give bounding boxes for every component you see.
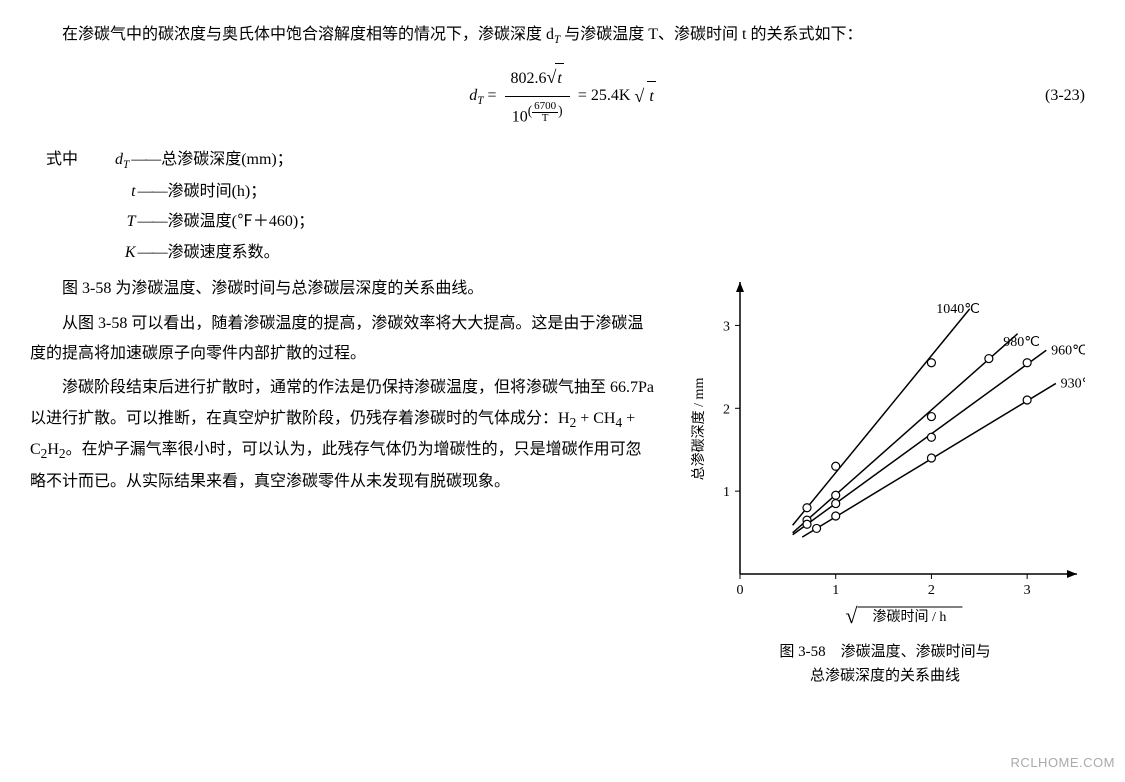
paragraph-2: 图 3-58 为渗碳温度、渗碳时间与总渗碳层深度的关系曲线。 (30, 274, 655, 304)
where-row-3: T —— 渗碳温度(℉＋460)； (100, 207, 1095, 237)
left-text-column: 图 3-58 为渗碳温度、渗碳时间与总渗碳层深度的关系曲线。 从图 3-58 可… (30, 274, 655, 688)
chart-3-58: 0 1 2 3 1 2 3 总渗碳深度 / mm √ 渗碳时间 / h 1040℃ 980℃ 960℃ 9… (685, 274, 1085, 634)
svg-text:0: 0 (737, 583, 744, 598)
svg-text:1: 1 (832, 583, 839, 598)
equation-number: (3-23) (1045, 81, 1085, 111)
p4a: 渗碳阶段结束后进行扩散时，通常的作法是仍保持渗碳温度，但将渗碳气抽至 66.7P… (30, 379, 654, 426)
watermark: RCLHOME.COM (1011, 751, 1115, 776)
where1-txt: 总渗碳深度(mm)； (161, 145, 293, 176)
eq-num-coef: 802.6 (511, 70, 547, 87)
p4b: + CH (576, 410, 615, 427)
svg-text:1: 1 (723, 485, 730, 500)
equation-body: dT = 802.6√t 10(6700T) = 25.4K√t (469, 60, 656, 132)
where2-dash: —— (138, 177, 166, 207)
svg-text:930℃: 930℃ (1061, 377, 1085, 392)
svg-text:√: √ (845, 603, 858, 628)
p1-cont: 与渗碳温度 T、渗碳时间 t 的关系式如下： (560, 26, 862, 43)
eq-den-base: 10 (512, 108, 528, 125)
eq-eq1: = (487, 81, 496, 111)
where2-sym: t (100, 177, 135, 207)
where4-dash: —— (138, 238, 166, 268)
where1-dash: —— (131, 145, 159, 176)
svg-text:2: 2 (723, 402, 730, 417)
where-label: 式中 (46, 145, 78, 176)
svg-text:980℃: 980℃ (1003, 335, 1040, 350)
where-row-2: t —— 渗碳时间(h)； (100, 177, 1095, 207)
eq-lhs-sub: T (477, 95, 483, 107)
p4-h2b: 2 (59, 446, 66, 461)
p1-text: 在渗碳气中的碳浓度与奥氏体中饱合溶解度相等的情况下，渗碳深度 d (62, 26, 554, 43)
paragraph-3: 从图 3-58 可以看出，随着渗碳温度的提高，渗碳效率将大大提高。这是由于渗碳温… (30, 309, 655, 370)
where3-txt: 渗碳温度(℉＋460)； (168, 207, 315, 237)
svg-text:渗碳时间 / h: 渗碳时间 / h (873, 609, 947, 625)
eq-num-var: t (555, 63, 563, 94)
where3-dash: —— (138, 207, 166, 237)
svg-text:总渗碳深度 / mm: 总渗碳深度 / mm (691, 378, 707, 481)
where-block: 式中 dT —— 总渗碳深度(mm)； t —— 渗碳时间(h)； T —— 渗… (30, 145, 1095, 268)
where1-sym: d (115, 151, 123, 168)
p4e: 。在炉子漏气率很小时，可以认为，此残存气体仍为增碳性的，只是增碳作用可忽略不计而… (30, 441, 642, 490)
where1-sub: T (123, 160, 129, 172)
svg-text:3: 3 (1024, 583, 1031, 598)
svg-text:3: 3 (723, 320, 730, 335)
figure-column: 0 1 2 3 1 2 3 总渗碳深度 / mm √ 渗碳时间 / h 1040℃ 980℃ 960℃ 9… (675, 274, 1095, 688)
where4-txt: 渗碳速度系数。 (168, 238, 280, 268)
where-row-1: 式中 dT —— 总渗碳深度(mm)； (46, 145, 1095, 176)
figure-caption-line2: 总渗碳深度的关系曲线 (675, 664, 1095, 688)
equation-3-23: dT = 802.6√t 10(6700T) = 25.4K√t (3-23) (30, 61, 1095, 131)
chart-svg: 0 1 2 3 1 2 3 总渗碳深度 / mm √ 渗碳时间 / h 1040℃ 980℃ 960℃ 9… (685, 274, 1085, 634)
paragraph-4: 渗碳阶段结束后进行扩散时，通常的作法是仍保持渗碳温度，但将渗碳气抽至 66.7P… (30, 373, 655, 497)
figure-caption-line1: 图 3-58 渗碳温度、渗碳时间与 (675, 640, 1095, 664)
eq-exp-den: T (540, 113, 551, 124)
eq-mid: = 25.4K (578, 81, 631, 111)
svg-text:1040℃: 1040℃ (936, 302, 980, 317)
svg-text:960℃: 960℃ (1051, 344, 1085, 359)
two-column-region: 图 3-58 为渗碳温度、渗碳时间与总渗碳层深度的关系曲线。 从图 3-58 可… (30, 274, 1095, 688)
svg-text:2: 2 (928, 583, 935, 598)
eq-rhs-var: t (647, 81, 655, 112)
where-row-4: K —— 渗碳速度系数。 (100, 238, 1095, 268)
figure-caption: 图 3-58 渗碳温度、渗碳时间与 总渗碳深度的关系曲线 (675, 640, 1095, 688)
where3-sym: T (100, 207, 135, 237)
p4d: H (47, 441, 59, 458)
eq-fraction: 802.6√t 10(6700T) (505, 60, 570, 132)
where4-sym: K (100, 238, 135, 268)
where2-txt: 渗碳时间(h)； (168, 177, 267, 207)
paragraph-1: 在渗碳气中的碳浓度与奥氏体中饱合溶解度相等的情况下，渗碳深度 dT 与渗碳温度 … (30, 20, 1095, 51)
